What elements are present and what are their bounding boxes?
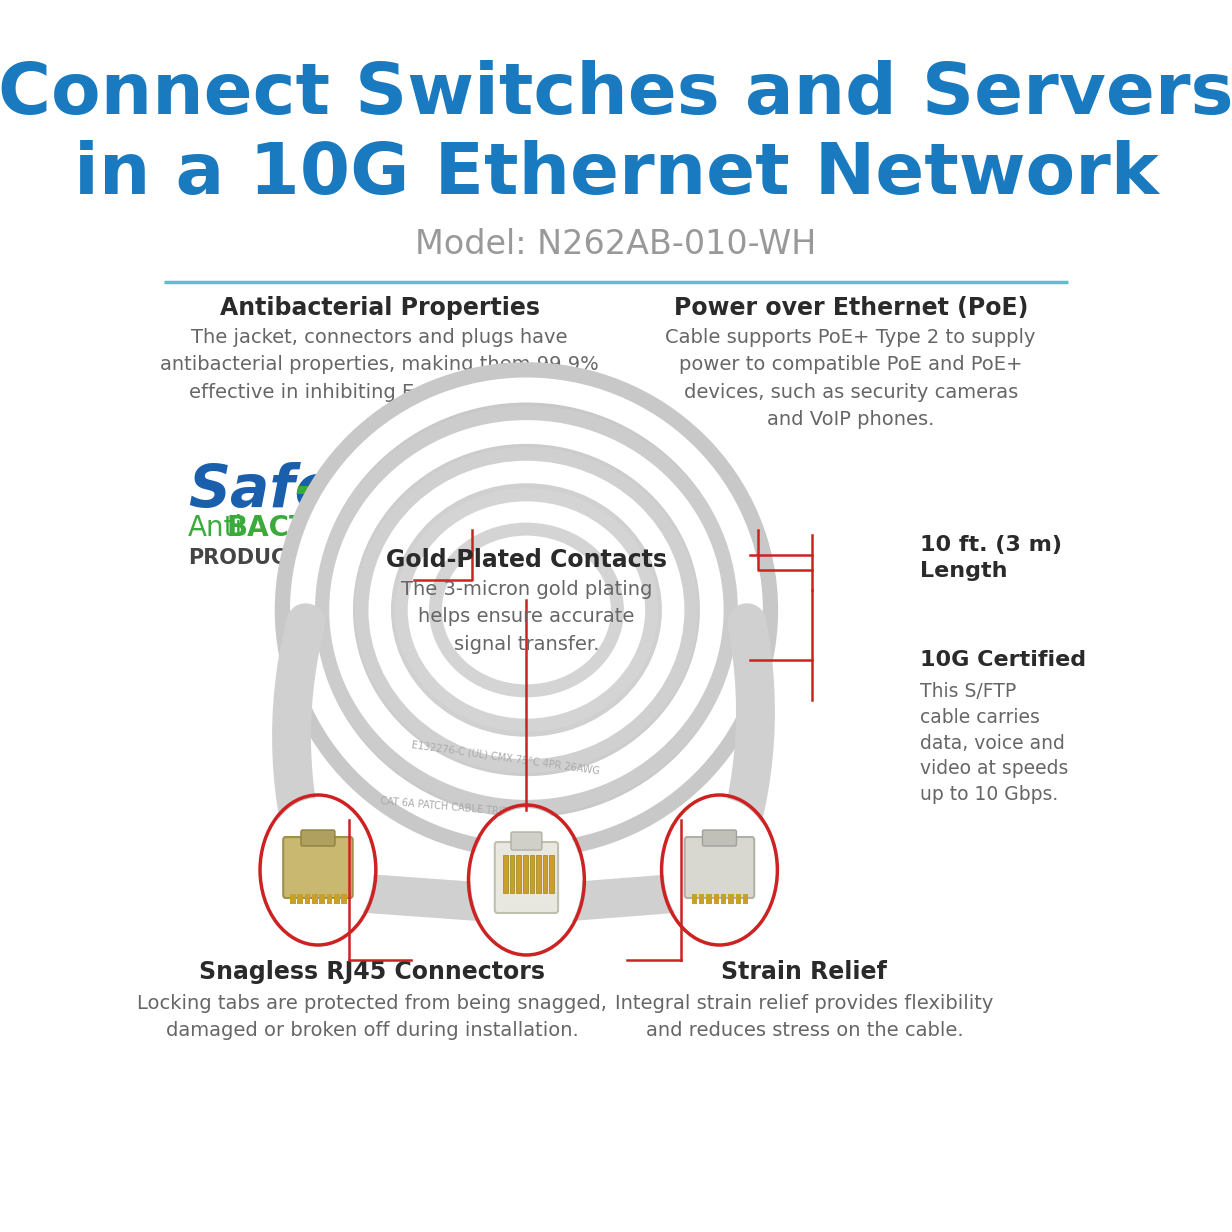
FancyBboxPatch shape [495,841,558,913]
Text: -IT: -IT [294,462,381,519]
Text: Snagless RJ45 Connectors: Snagless RJ45 Connectors [200,960,545,984]
Circle shape [262,798,373,942]
Bar [341,894,347,904]
Text: Locking tabs are protected from being snagged,
damaged or broken off during inst: Locking tabs are protected from being sn… [137,994,607,1040]
FancyBboxPatch shape [283,837,352,898]
Bar [334,894,340,904]
Bar [699,894,705,904]
Bar [542,855,547,893]
Text: Model: N262AB-010-WH: Model: N262AB-010-WH [415,228,817,261]
Text: Cable supports PoE+ Type 2 to supply
power to compatible PoE and PoE+
devices, s: Cable supports PoE+ Type 2 to supply pow… [665,328,1036,429]
FancyBboxPatch shape [511,832,542,850]
Bar [312,894,318,904]
Circle shape [471,808,582,952]
Ellipse shape [488,579,565,641]
Bar [536,855,541,893]
FancyBboxPatch shape [685,837,754,898]
Text: The 3-micron gold plating
helps ensure accurate
signal transfer.: The 3-micron gold plating helps ensure a… [400,580,652,653]
Bar [743,894,748,904]
Text: This S/FTP
cable carries
data, voice and
video at speeds
up to 10 Gbps.: This S/FTP cable carries data, voice and… [920,683,1068,804]
Bar [503,855,508,893]
Bar [510,855,515,893]
Text: Safe: Safe [188,462,335,519]
FancyBboxPatch shape [301,830,335,846]
Bar [297,894,303,904]
Bar [304,894,310,904]
Bar [319,894,325,904]
Text: Anti: Anti [188,514,244,542]
Bar [291,894,296,904]
Bar [691,894,697,904]
Bar [713,894,719,904]
Text: Gold-Plated Contacts: Gold-Plated Contacts [386,548,667,572]
Bar [706,894,712,904]
Bar [326,894,333,904]
Text: Integral strain relief provides flexibility
and reduces stress on the cable.: Integral strain relief provides flexibil… [615,994,993,1040]
FancyBboxPatch shape [702,830,737,846]
Circle shape [664,798,775,942]
Text: Power over Ethernet (PoE): Power over Ethernet (PoE) [674,296,1027,320]
Text: CAT 6A PATCH CABLE TRIPP LITE: CAT 6A PATCH CABLE TRIPP LITE [379,796,537,819]
Text: E132276-C (UL) CMX 75°C 4PR 26AWG: E132276-C (UL) CMX 75°C 4PR 26AWG [410,740,600,776]
Text: Connect Switches and Servers: Connect Switches and Servers [0,60,1232,129]
Text: ™: ™ [340,464,357,483]
Text: 10G Certified: 10G Certified [920,650,1087,670]
Bar [721,894,727,904]
Bar [549,855,554,893]
Bar [736,894,742,904]
Text: PRODUCTS: PRODUCTS [188,548,315,568]
Text: in a 10G Ethernet Network: in a 10G Ethernet Network [74,140,1158,209]
Text: Antibacterial Properties: Antibacterial Properties [219,296,540,320]
Bar [522,855,527,893]
Text: 10 ft. (3 m)
Length: 10 ft. (3 m) Length [920,535,1062,582]
Text: Strain Relief: Strain Relief [722,960,887,984]
Text: The jacket, connectors and plugs have
antibacterial properties, making them 99.9: The jacket, connectors and plugs have an… [160,328,599,402]
Bar [530,855,535,893]
Text: BACTERIAL: BACTERIAL [227,514,398,542]
Bar [516,855,521,893]
Bar [728,894,734,904]
